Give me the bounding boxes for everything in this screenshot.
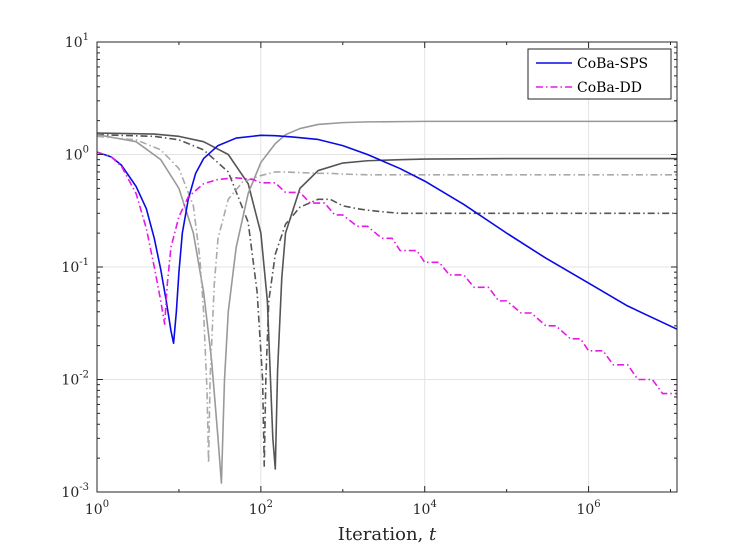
x-tick-label: 106 [576, 499, 600, 518]
x-tick-base: 10 [85, 502, 103, 518]
x-tick-label: 102 [249, 499, 273, 518]
y-tick-exp: 0 [83, 145, 89, 156]
x-tick-base: 10 [576, 502, 594, 518]
y-tick-exp: -2 [79, 370, 89, 381]
y-tick-label: 100 [65, 145, 89, 164]
x-tick-exp: 2 [267, 499, 273, 510]
y-tick-label: 10-3 [61, 482, 89, 501]
series-group [96, 120, 678, 484]
x-tick-label: 100 [85, 499, 109, 518]
legend-label-coba-dd: CoBa-DD [577, 80, 642, 96]
y-tick-label: 10-2 [61, 370, 89, 389]
legend-box [527, 48, 672, 100]
y-tick-base: 10 [65, 148, 83, 164]
y-tick-label: 101 [65, 32, 89, 51]
y-tick-exp: 1 [83, 32, 89, 43]
series-line-gray-solid-light [96, 120, 677, 484]
y-tick-base: 10 [61, 260, 79, 276]
x-tick-exp: 0 [103, 499, 109, 510]
y-tick-exp: -1 [79, 257, 89, 268]
y-tick-label: 10-1 [61, 257, 89, 276]
x-tick-exp: 6 [594, 499, 600, 510]
x-tick-base: 10 [413, 502, 431, 518]
axis-ticks [96, 41, 677, 493]
x-tick-base: 10 [249, 502, 267, 518]
legend: CoBa-SPS CoBa-DD [527, 48, 672, 100]
y-tick-base: 10 [61, 373, 79, 389]
series-line-coba-sps [96, 134, 678, 345]
y-tick-base: 10 [65, 35, 83, 51]
legend-label-coba-sps: CoBa-SPS [577, 56, 648, 72]
x-axis-label: Iteration, t [338, 524, 437, 545]
x-tick-exp: 4 [430, 499, 436, 510]
series-line-gray-dashdot-light [96, 135, 677, 465]
x-tick-label: 104 [413, 499, 437, 518]
y-tick-base: 10 [61, 485, 79, 501]
series-line-coba-dd [96, 151, 677, 395]
series-line-gray-dashdot-dark [96, 133, 677, 467]
y-tick-exp: -3 [79, 482, 89, 493]
